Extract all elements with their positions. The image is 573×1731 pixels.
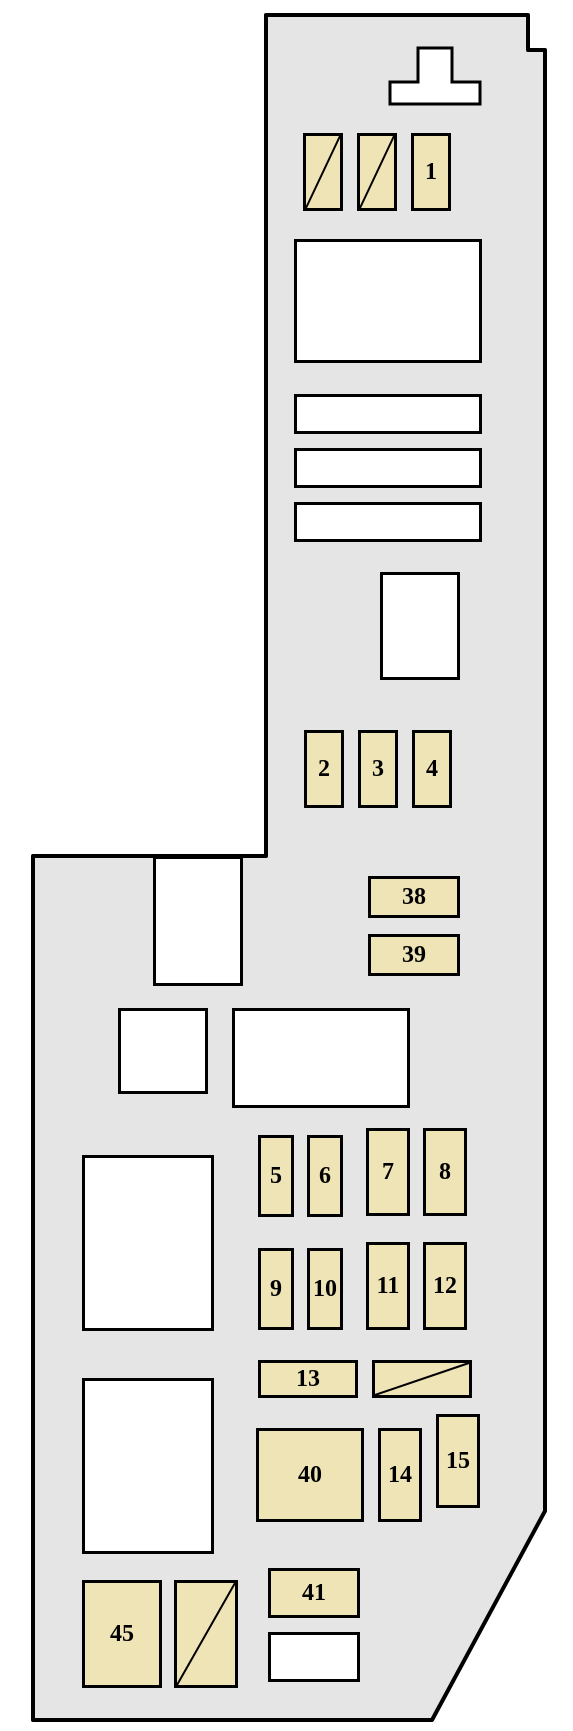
fuse-slot-f40 [256,1428,364,1522]
relay-slot-rel6 [82,1155,214,1331]
fuse-slot-f14 [378,1428,422,1522]
relay-slot-rel1 [294,239,482,363]
fuse-slot-f38 [368,876,460,918]
relay-slot-rel3 [153,856,243,986]
fuse-slot-f13 [258,1360,358,1398]
relay-slot-rel4 [118,1008,208,1094]
fuse-slot-f15 [436,1414,480,1508]
fuse-slot-f4 [412,730,452,808]
fuse-box-diagram: 1234383956789101112134014154145 [0,0,573,1731]
relay-slot-bar3 [294,502,482,542]
fuse-slot-f12 [423,1242,467,1330]
relay-slot-rel2 [380,572,460,680]
fuse-slot-slashC [372,1360,472,1398]
fuse-slot-f1 [411,133,451,211]
fuse-slot-f9 [258,1248,294,1330]
fuse-slot-slashB [357,133,397,211]
fuse-slot-f6 [307,1135,343,1217]
fuse-slot-slashD [174,1580,238,1688]
relay-slot-rel7 [82,1378,214,1554]
fuse-slot-f39 [368,934,460,976]
fuse-slot-f7 [366,1128,410,1216]
relay-slot-bar2 [294,448,482,488]
fuse-slot-slashA [303,133,343,211]
fuse-slot-f3 [358,730,398,808]
relay-slot-bar1 [294,394,482,434]
fuse-slot-f8 [423,1128,467,1216]
fuse-slot-f2 [304,730,344,808]
fuse-slot-f45 [82,1580,162,1688]
fuse-slot-f5 [258,1135,294,1217]
fuse-slot-f11 [366,1242,410,1330]
fuse-slot-f10 [307,1248,343,1330]
relay-slot-rel8 [268,1632,360,1682]
fuse-slot-f41 [268,1568,360,1618]
relay-slot-rel5 [232,1008,410,1108]
